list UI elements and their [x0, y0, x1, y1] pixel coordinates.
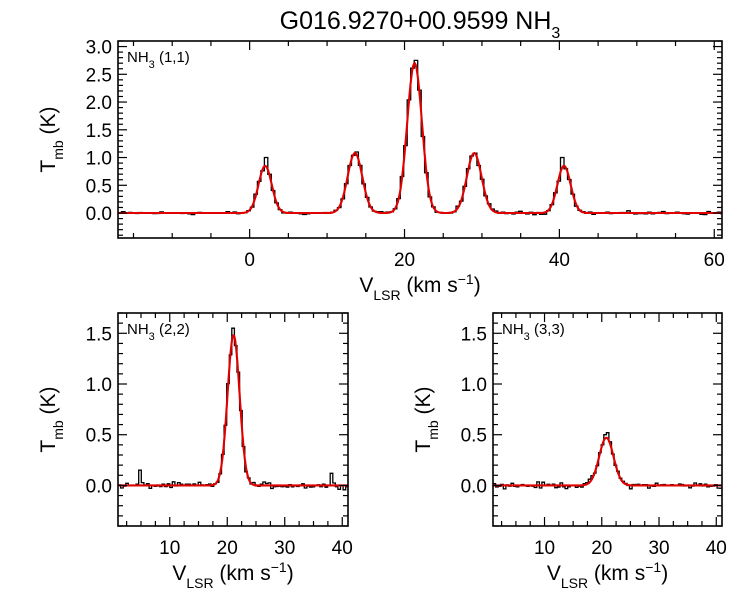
y-tick-label: 1.0 — [461, 375, 487, 396]
y-tick-label: 1.5 — [86, 324, 112, 345]
y-tick-label: 1.5 — [86, 121, 112, 142]
plot-frame — [117, 312, 349, 527]
observed-spectrum — [118, 59, 722, 216]
spectra-panels: 0 20 40 60 0.0 0.5 1.0 1.5 2.0 2.5 3.0 NH3 (1,1) VLS… — [37, 38, 727, 591]
y-tick-label: 1.0 — [86, 149, 112, 170]
x-axis-label: VLSR (km s−1) — [359, 271, 480, 303]
x-tick-label: 0 — [244, 250, 255, 271]
y-tick-label: 0.0 — [86, 476, 112, 497]
y-tick-label: 1.0 — [86, 375, 112, 396]
y-tick-label: 0.5 — [461, 426, 487, 447]
x-tick-label: 20 — [394, 250, 415, 271]
panel-label: NH3 (1,1) — [127, 49, 190, 71]
figure-title: G016.9270+00.9599 NH3 — [280, 7, 561, 42]
y-tick-label: 3.0 — [86, 38, 112, 59]
x-tick-label: 40 — [706, 538, 727, 559]
x-tick-label: 10 — [534, 538, 555, 559]
plot-frame — [117, 40, 723, 239]
y-tick-label: 1.5 — [461, 324, 487, 345]
x-tick-label: 20 — [591, 538, 612, 559]
x-axis-label: VLSR (km s−1) — [547, 559, 668, 591]
x-tick-label: 30 — [648, 538, 669, 559]
x-tick-label: 30 — [274, 538, 295, 559]
x-tick-label: 20 — [217, 538, 238, 559]
y-tick-label: 0.5 — [86, 426, 112, 447]
x-tick-label: 10 — [159, 538, 180, 559]
panel-label: NH3 (2,2) — [127, 321, 190, 343]
x-tick-label: 40 — [332, 538, 353, 559]
fit-curve — [118, 334, 348, 487]
panel-label: NH3 (3,3) — [502, 321, 565, 343]
y-tick-label: 0.0 — [461, 476, 487, 497]
y-tick-label: 2.5 — [86, 65, 112, 86]
observed-spectrum — [118, 327, 348, 491]
y-tick-label: 0.0 — [86, 204, 112, 225]
panel-nh3-33: 10 20 30 40 0.0 0.5 1.0 1.5 NH3 (3,3) VLSR (km s−… — [412, 312, 727, 591]
y-axis-label: Tmb (K) — [37, 386, 66, 452]
y-tick-label: 2.0 — [86, 93, 112, 114]
panel-nh3-11: 0 20 40 60 0.0 0.5 1.0 1.5 2.0 2.5 3.0 NH3 (1,1) VLS… — [37, 38, 725, 303]
panel-nh3-22: 10 20 30 40 0.0 0.5 1.0 1.5 NH3 (2,2) VLSR (km s−… — [37, 312, 353, 591]
observed-spectrum — [493, 432, 722, 490]
fit-curve — [118, 61, 722, 215]
y-axis-label: Tmb (K) — [37, 106, 66, 172]
x-tick-label: 40 — [549, 250, 570, 271]
y-axis-label: Tmb (K) — [412, 386, 441, 452]
y-tick-label: 0.5 — [86, 176, 112, 197]
x-axis-label: VLSR (km s−1) — [172, 559, 293, 591]
x-tick-label: 60 — [704, 250, 725, 271]
plot-frame — [492, 312, 723, 527]
fit-curve — [493, 436, 722, 487]
